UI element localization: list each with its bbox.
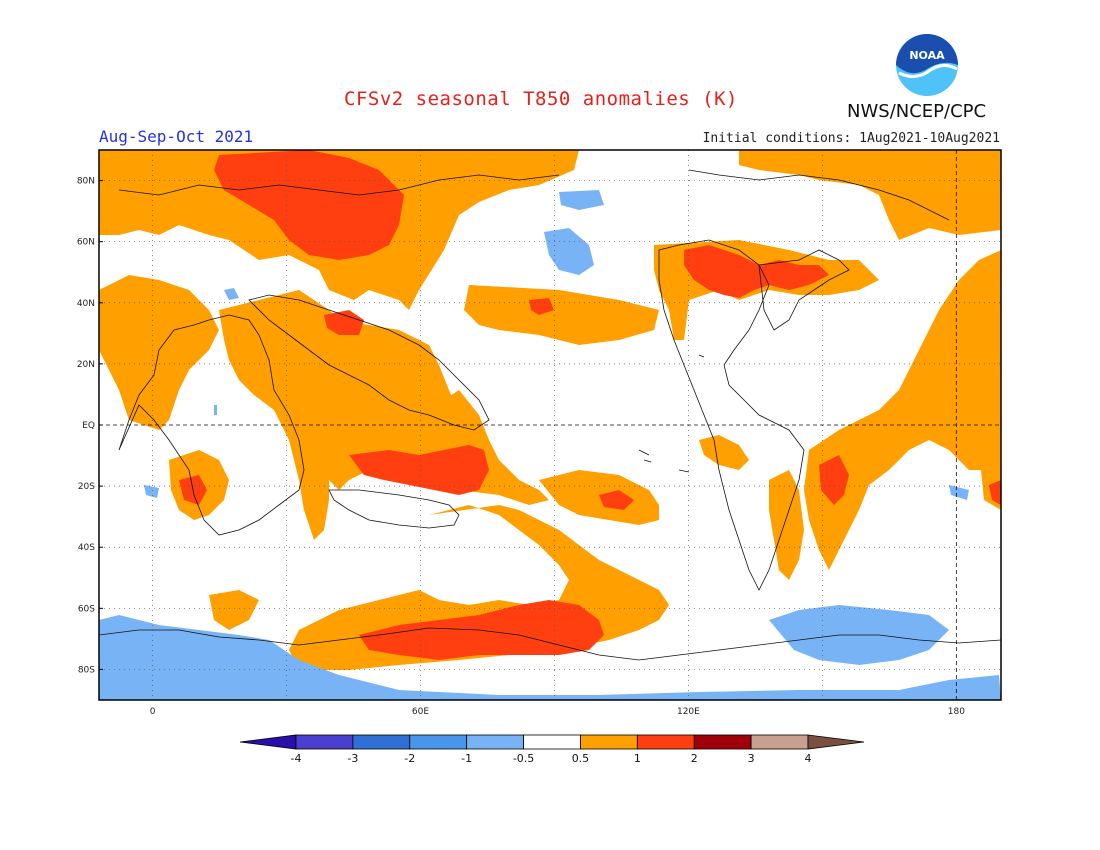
initial-conditions-label: Initial conditions: 1Aug2021-10Aug2021 — [702, 131, 1000, 146]
noaa-logo-icon: NOAA — [896, 34, 958, 96]
colorbar-tick-label: 2 — [691, 752, 698, 765]
colorbar-tick-label: 3 — [748, 752, 755, 765]
agency-label: NWS/NCEP/CPC — [847, 101, 987, 122]
lon-axis: 0 60E 120E 180 — [150, 707, 965, 717]
colorbar-cell — [352, 734, 411, 750]
season-label: Aug-Sep-Oct 2021 — [99, 127, 254, 146]
noaa-logo-text: NOAA — [909, 49, 945, 62]
colorbar-cell — [636, 734, 695, 750]
colorbar-cell — [580, 734, 638, 750]
anomaly-warm-1-2 — [179, 150, 1001, 660]
gridlines — [99, 150, 1001, 700]
colorbar-tick-label: 0.5 — [572, 752, 590, 765]
lat-tick-label: 60S — [78, 604, 95, 614]
colorbar-tick-label: -1 — [461, 752, 472, 765]
colorbar-cell — [409, 734, 468, 750]
lat-tick-label: 20N — [77, 360, 95, 370]
lon-tick-label: 180 — [948, 707, 965, 717]
colorbar-tick-label: -4 — [291, 752, 302, 765]
lon-tick-label: 120E — [677, 707, 700, 717]
colorbar-cell — [693, 734, 752, 750]
colorbar-tick-label: -3 — [347, 752, 358, 765]
colorbar-cell — [523, 734, 581, 750]
colorbar-cell — [466, 734, 524, 750]
colorbar-cell — [807, 734, 864, 750]
colorbar-tick-label: 1 — [634, 752, 641, 765]
lon-tick-label: 60E — [412, 707, 429, 717]
colorbar-cell — [240, 734, 297, 750]
colorbar-cell — [295, 734, 354, 750]
lat-tick-label: 40S — [78, 543, 95, 553]
lat-tick-label: EQ — [82, 421, 95, 431]
lat-tick-label: 20S — [78, 482, 95, 492]
map-title: CFSv2 seasonal T850 anomalies (K) — [344, 88, 738, 110]
lon-tick-label: 0 — [150, 707, 156, 717]
map-canvas: 80N 60N 40N 20N EQ 20S 40S 60S 80S — [77, 149, 1002, 701]
anomaly-map: 80N 60N 40N 20N EQ 20S 40S 60S 80S — [77, 149, 1002, 701]
lat-tick-label: 80S — [78, 665, 95, 675]
colorbar-tick-label: 4 — [805, 752, 812, 765]
coastlines — [99, 169, 1001, 661]
colorbar-tick-label: -2 — [404, 752, 415, 765]
lat-tick-label: 80N — [77, 177, 95, 187]
lat-tick-label: 40N — [77, 299, 95, 309]
lat-axis-labels: 80N 60N 40N 20N EQ 20S 40S 60S 80S — [77, 177, 103, 675]
colorbar-tick-label: -0.5 — [513, 752, 534, 765]
lat-tick-label: 60N — [77, 238, 95, 248]
colorbar-cell — [750, 734, 809, 750]
colorbar: -4 -3 -2 -1 -0.5 0.5 1 2 3 4 — [240, 734, 864, 765]
